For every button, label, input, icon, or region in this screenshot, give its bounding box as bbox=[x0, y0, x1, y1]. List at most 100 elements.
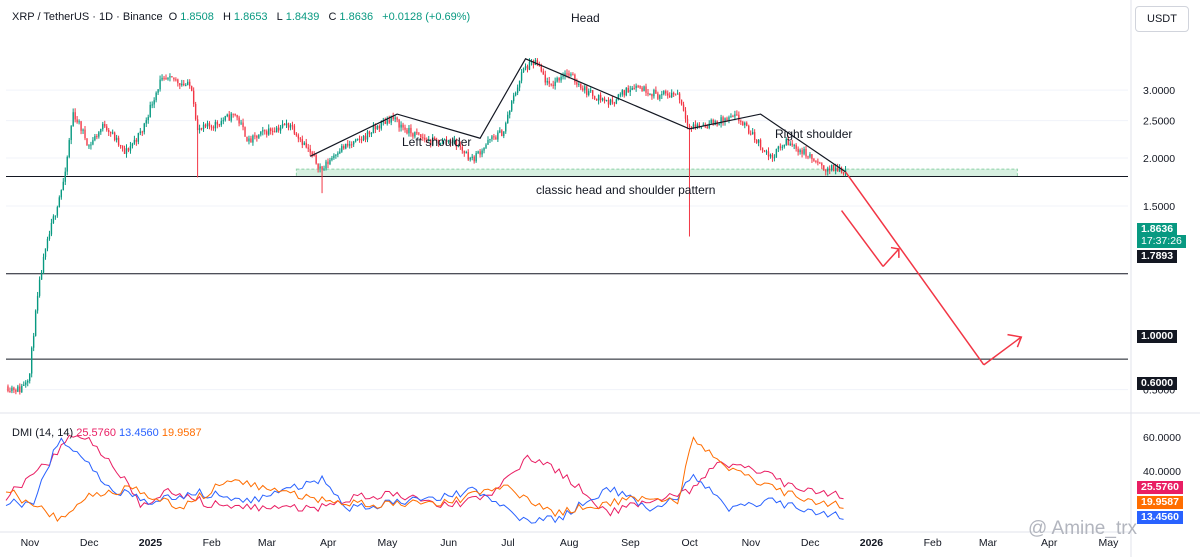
candle-body bbox=[325, 161, 327, 169]
candle-body bbox=[779, 146, 782, 148]
candle-body bbox=[544, 74, 546, 83]
candle-body bbox=[84, 129, 86, 139]
candle-body bbox=[623, 90, 625, 96]
candle-body bbox=[815, 160, 817, 162]
dmi-line-di bbox=[5, 434, 844, 517]
candle-body bbox=[202, 124, 205, 129]
candle-body bbox=[801, 150, 803, 154]
candle-body bbox=[270, 128, 272, 131]
candle-body bbox=[48, 234, 51, 240]
candle-body bbox=[611, 99, 614, 103]
candle-body bbox=[117, 137, 120, 145]
watermark: @ Amine_trx bbox=[1028, 518, 1138, 539]
candle-body bbox=[141, 131, 143, 133]
candle-body bbox=[511, 101, 513, 111]
candle-body bbox=[341, 146, 343, 152]
candle-body bbox=[354, 139, 357, 142]
candle-body bbox=[588, 91, 590, 95]
time-tick-label: May bbox=[378, 537, 399, 549]
candle-body bbox=[376, 125, 379, 130]
candle-body bbox=[204, 124, 207, 127]
candle-body bbox=[471, 156, 473, 159]
dmi-tick-label: 60.0000 bbox=[1143, 432, 1181, 444]
candle-body bbox=[333, 155, 335, 159]
candle-body bbox=[516, 87, 519, 93]
candle-body bbox=[832, 164, 835, 172]
candle-body bbox=[244, 127, 246, 137]
candle-body bbox=[671, 92, 673, 98]
candle-body bbox=[390, 115, 392, 123]
candle-body bbox=[777, 146, 780, 149]
label-head: Head bbox=[571, 11, 600, 25]
candle-body bbox=[420, 134, 422, 138]
candle-body bbox=[461, 146, 463, 151]
candle-body bbox=[311, 152, 313, 155]
candle-body bbox=[793, 145, 795, 147]
candle-body bbox=[467, 152, 469, 160]
candle-body bbox=[469, 158, 471, 160]
candle-body bbox=[678, 93, 681, 100]
candle-body bbox=[836, 167, 839, 172]
candle-body bbox=[621, 90, 623, 95]
time-tick-label: Nov bbox=[742, 537, 761, 549]
candle-body bbox=[667, 93, 669, 96]
candle-body bbox=[722, 117, 724, 123]
candle-body bbox=[289, 125, 292, 128]
candle-body bbox=[230, 113, 232, 121]
candle-body bbox=[224, 116, 226, 121]
candle-body bbox=[582, 88, 584, 91]
candle-body bbox=[696, 124, 699, 129]
candle-body bbox=[34, 310, 37, 336]
candle-body bbox=[119, 144, 122, 146]
candle-body bbox=[181, 83, 183, 86]
candle-body bbox=[183, 83, 185, 86]
candle-body bbox=[52, 216, 55, 223]
candle-body bbox=[25, 382, 27, 385]
candle-body bbox=[684, 110, 687, 119]
candle-body bbox=[682, 104, 685, 111]
candle-body bbox=[268, 128, 270, 135]
candle-body bbox=[572, 74, 574, 76]
candle-body bbox=[603, 98, 606, 101]
candle-body bbox=[104, 123, 106, 127]
candle-body bbox=[293, 125, 296, 134]
candle-body bbox=[686, 118, 689, 126]
currency-button[interactable]: USDT bbox=[1135, 6, 1189, 32]
candle-body bbox=[254, 135, 256, 137]
candle-body bbox=[477, 151, 479, 154]
candle-body bbox=[751, 132, 754, 135]
candle-body bbox=[609, 99, 612, 105]
candle-body bbox=[724, 118, 726, 123]
candle-body bbox=[360, 139, 363, 141]
candle-body bbox=[226, 114, 228, 117]
candle-body bbox=[538, 64, 541, 66]
candle-body bbox=[88, 145, 90, 147]
candle-body bbox=[473, 156, 475, 162]
projection-bounce bbox=[882, 248, 900, 267]
candle-body bbox=[481, 150, 483, 155]
candle-body bbox=[554, 81, 556, 86]
candle-body bbox=[414, 132, 416, 137]
candle-body bbox=[744, 122, 746, 126]
candle-body bbox=[222, 120, 224, 122]
support-price-tag: 1.7893 bbox=[1137, 250, 1178, 263]
candle-body bbox=[313, 154, 315, 156]
candle-body bbox=[542, 71, 544, 75]
candle-body bbox=[641, 87, 643, 91]
candle-body bbox=[40, 272, 43, 280]
symbol-title[interactable]: XRP / TetherUS · 1D · Binance bbox=[12, 11, 163, 23]
candle-body bbox=[694, 124, 697, 129]
candle-body bbox=[422, 137, 424, 139]
candle-body bbox=[343, 146, 345, 149]
candle-body bbox=[416, 132, 418, 134]
candle-body bbox=[576, 82, 578, 85]
candle-body bbox=[305, 142, 307, 148]
candle-body bbox=[449, 140, 452, 144]
candle-body bbox=[100, 129, 102, 133]
candle-body bbox=[352, 141, 355, 145]
candle-body bbox=[58, 197, 61, 208]
dmi-legend[interactable]: DMI (14, 14) 25.5760 13.4560 19.9587 bbox=[12, 427, 202, 439]
candle-body bbox=[398, 119, 400, 128]
candle-body bbox=[817, 161, 819, 163]
